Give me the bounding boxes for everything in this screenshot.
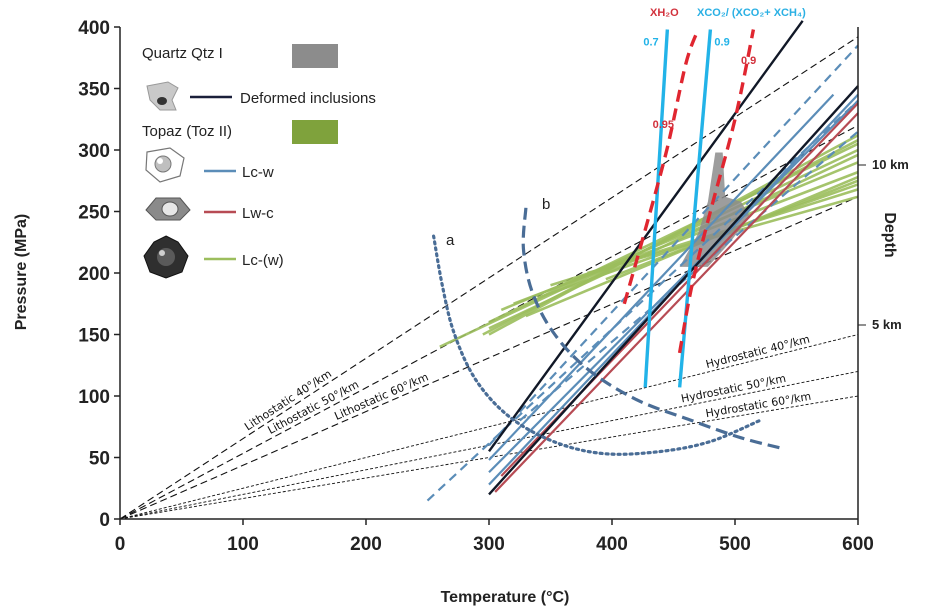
legend-topaz-swatch <box>292 120 338 144</box>
y-tick-label: 300 <box>78 141 110 162</box>
y-tick-label: 350 <box>78 80 110 101</box>
legend-deformed-label: Deformed inclusions <box>240 90 376 107</box>
gradient-label: Hydrostatic 40°/km <box>704 333 811 372</box>
x-axis-label: Temperature (°C) <box>441 589 570 606</box>
xco2-value-label: 0.9 <box>714 36 729 48</box>
x-tick-label: 100 <box>227 534 259 555</box>
y-tick-label: 250 <box>78 203 110 224</box>
lc-w-dark-inclusion-icon <box>144 236 188 278</box>
xco2-value-label: 0.7 <box>643 36 658 48</box>
deformed-isochore <box>489 86 858 494</box>
y-tick-label: 50 <box>89 449 110 470</box>
depth-10km-label: 10 km <box>872 157 909 172</box>
y-tick-label: 0 <box>99 510 110 531</box>
lc-w-isochore <box>428 101 859 501</box>
lw-c-inclusion-icon <box>146 198 190 220</box>
legend: Quartz Qtz I Deformed inclusions Topaz (… <box>142 44 376 278</box>
curve-b-label: b <box>542 196 550 213</box>
legend-lc-w-label: Lc-w <box>242 164 274 181</box>
x-tick-label: 300 <box>473 534 505 555</box>
legend-topaz-label: Topaz (Toz II) <box>142 123 232 140</box>
depth-5km-label: 5 km <box>872 317 902 332</box>
legend-lc-w-paren-label: Lc-(w) <box>242 252 284 269</box>
lc-w-isochore <box>489 45 858 445</box>
xh2o-value-label: 0.9 <box>741 55 756 67</box>
depth-axis-label: Depth <box>881 212 898 257</box>
x-tick-label: 500 <box>719 534 751 555</box>
y-tick-label: 150 <box>78 326 110 347</box>
curve-a-label: a <box>446 232 455 249</box>
gradient-line <box>120 396 858 519</box>
y-tick-label: 200 <box>78 264 110 285</box>
x-tick-label: 400 <box>596 534 628 555</box>
xco2-header: XCO₂/ (XCO₂+ XCH₄) <box>697 7 806 19</box>
lc-w-inclusion-icon <box>146 148 184 182</box>
xh2o-header: XH₂O <box>650 7 679 19</box>
x-tick-label: 200 <box>350 534 382 555</box>
deformed-inclusion-icon <box>147 82 178 110</box>
y-axis-label: Pressure (MPa) <box>13 214 30 331</box>
lc-w-isochore <box>489 101 858 472</box>
axis-ticks: 0 100 200 300 400 500 600 0 50 100 150 200 250 300 350… <box>78 18 874 555</box>
gradient-line <box>120 37 858 519</box>
legend-lw-c-label: Lw-c <box>242 205 274 222</box>
x-tick-label: 600 <box>842 534 874 555</box>
xh2o-value-label: 0.95 <box>653 119 674 131</box>
legend-quartz-label: Quartz Qtz I <box>142 45 223 62</box>
x-tick-label: 0 <box>115 534 126 555</box>
y-tick-label: 400 <box>78 18 110 39</box>
y-tick-label: 100 <box>78 387 110 408</box>
legend-quartz-swatch <box>292 44 338 68</box>
xco2-line <box>645 29 667 387</box>
